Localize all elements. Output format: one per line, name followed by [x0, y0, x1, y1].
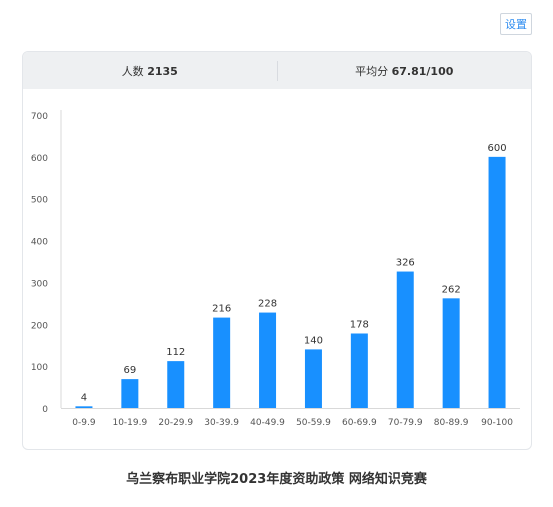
y-tick-label: 700 [31, 112, 48, 122]
y-tick-label: 500 [31, 196, 48, 206]
x-tick-label: 50-59.9 [296, 418, 331, 428]
bar [488, 156, 506, 408]
bar-value-label: 112 [166, 347, 185, 358]
y-tick-label: 600 [31, 154, 48, 164]
bar [350, 333, 368, 408]
score-distribution-chart: 0 100 200 300 400 500 600 700 4 0-9.9 69 10-19.9 112… [31, 110, 520, 428]
stats-divider [276, 60, 278, 81]
settings-button[interactable]: 设置 [500, 13, 532, 35]
average-score: 平均分 67.81/100 [278, 63, 532, 79]
bar [304, 349, 322, 408]
bar-value-label: 178 [350, 319, 369, 330]
participant-count-label: 人数 [121, 64, 144, 78]
bar-value-label: 228 [258, 299, 277, 310]
bar [75, 406, 93, 408]
x-tick-label: 10-19.9 [112, 418, 147, 428]
x-tick-label: 90-100 [481, 418, 513, 428]
y-tick-label: 100 [31, 363, 48, 373]
bar-value-label: 600 [488, 143, 507, 154]
y-tick-label: 300 [31, 279, 48, 289]
bar [396, 271, 414, 408]
y-tick-label: 400 [31, 238, 48, 248]
stats-bar: 人数 2135 平均分 67.81/100 [23, 52, 531, 89]
chart-caption: 乌兰察布职业学院2023年度资助政策 网络知识竞赛 [126, 472, 427, 487]
x-tick-label: 0-9.9 [72, 418, 96, 428]
x-tick-label: 20-29.9 [158, 418, 193, 428]
bar [167, 361, 185, 408]
x-tick-label: 60-69.9 [342, 418, 377, 428]
x-tick-label: 30-39.9 [204, 418, 239, 428]
bar-value-label: 216 [212, 304, 231, 315]
participant-count: 人数 2135 [23, 63, 277, 79]
y-tick-label: 200 [31, 321, 48, 331]
bar [121, 379, 139, 408]
bar-value-label: 262 [442, 284, 461, 295]
bar [259, 312, 277, 408]
average-score-value: 67.81/100 [391, 64, 454, 78]
bar-value-label: 326 [396, 258, 415, 269]
bar [442, 298, 460, 408]
x-tick-label: 80-89.9 [434, 418, 469, 428]
x-tick-label: 70-79.9 [388, 418, 423, 428]
y-tick-label: 0 [42, 405, 48, 415]
x-tick-label: 40-49.9 [250, 418, 285, 428]
bar-value-label: 4 [81, 392, 87, 403]
average-score-label: 平均分 [355, 64, 389, 78]
bar-value-label: 140 [304, 335, 323, 346]
chart-card: 人数 2135 平均分 67.81/100 0 100 200 300 400 500 60… [22, 51, 532, 450]
bar [213, 317, 231, 408]
bar-value-label: 69 [123, 365, 136, 376]
participant-count-value: 2135 [147, 64, 178, 78]
